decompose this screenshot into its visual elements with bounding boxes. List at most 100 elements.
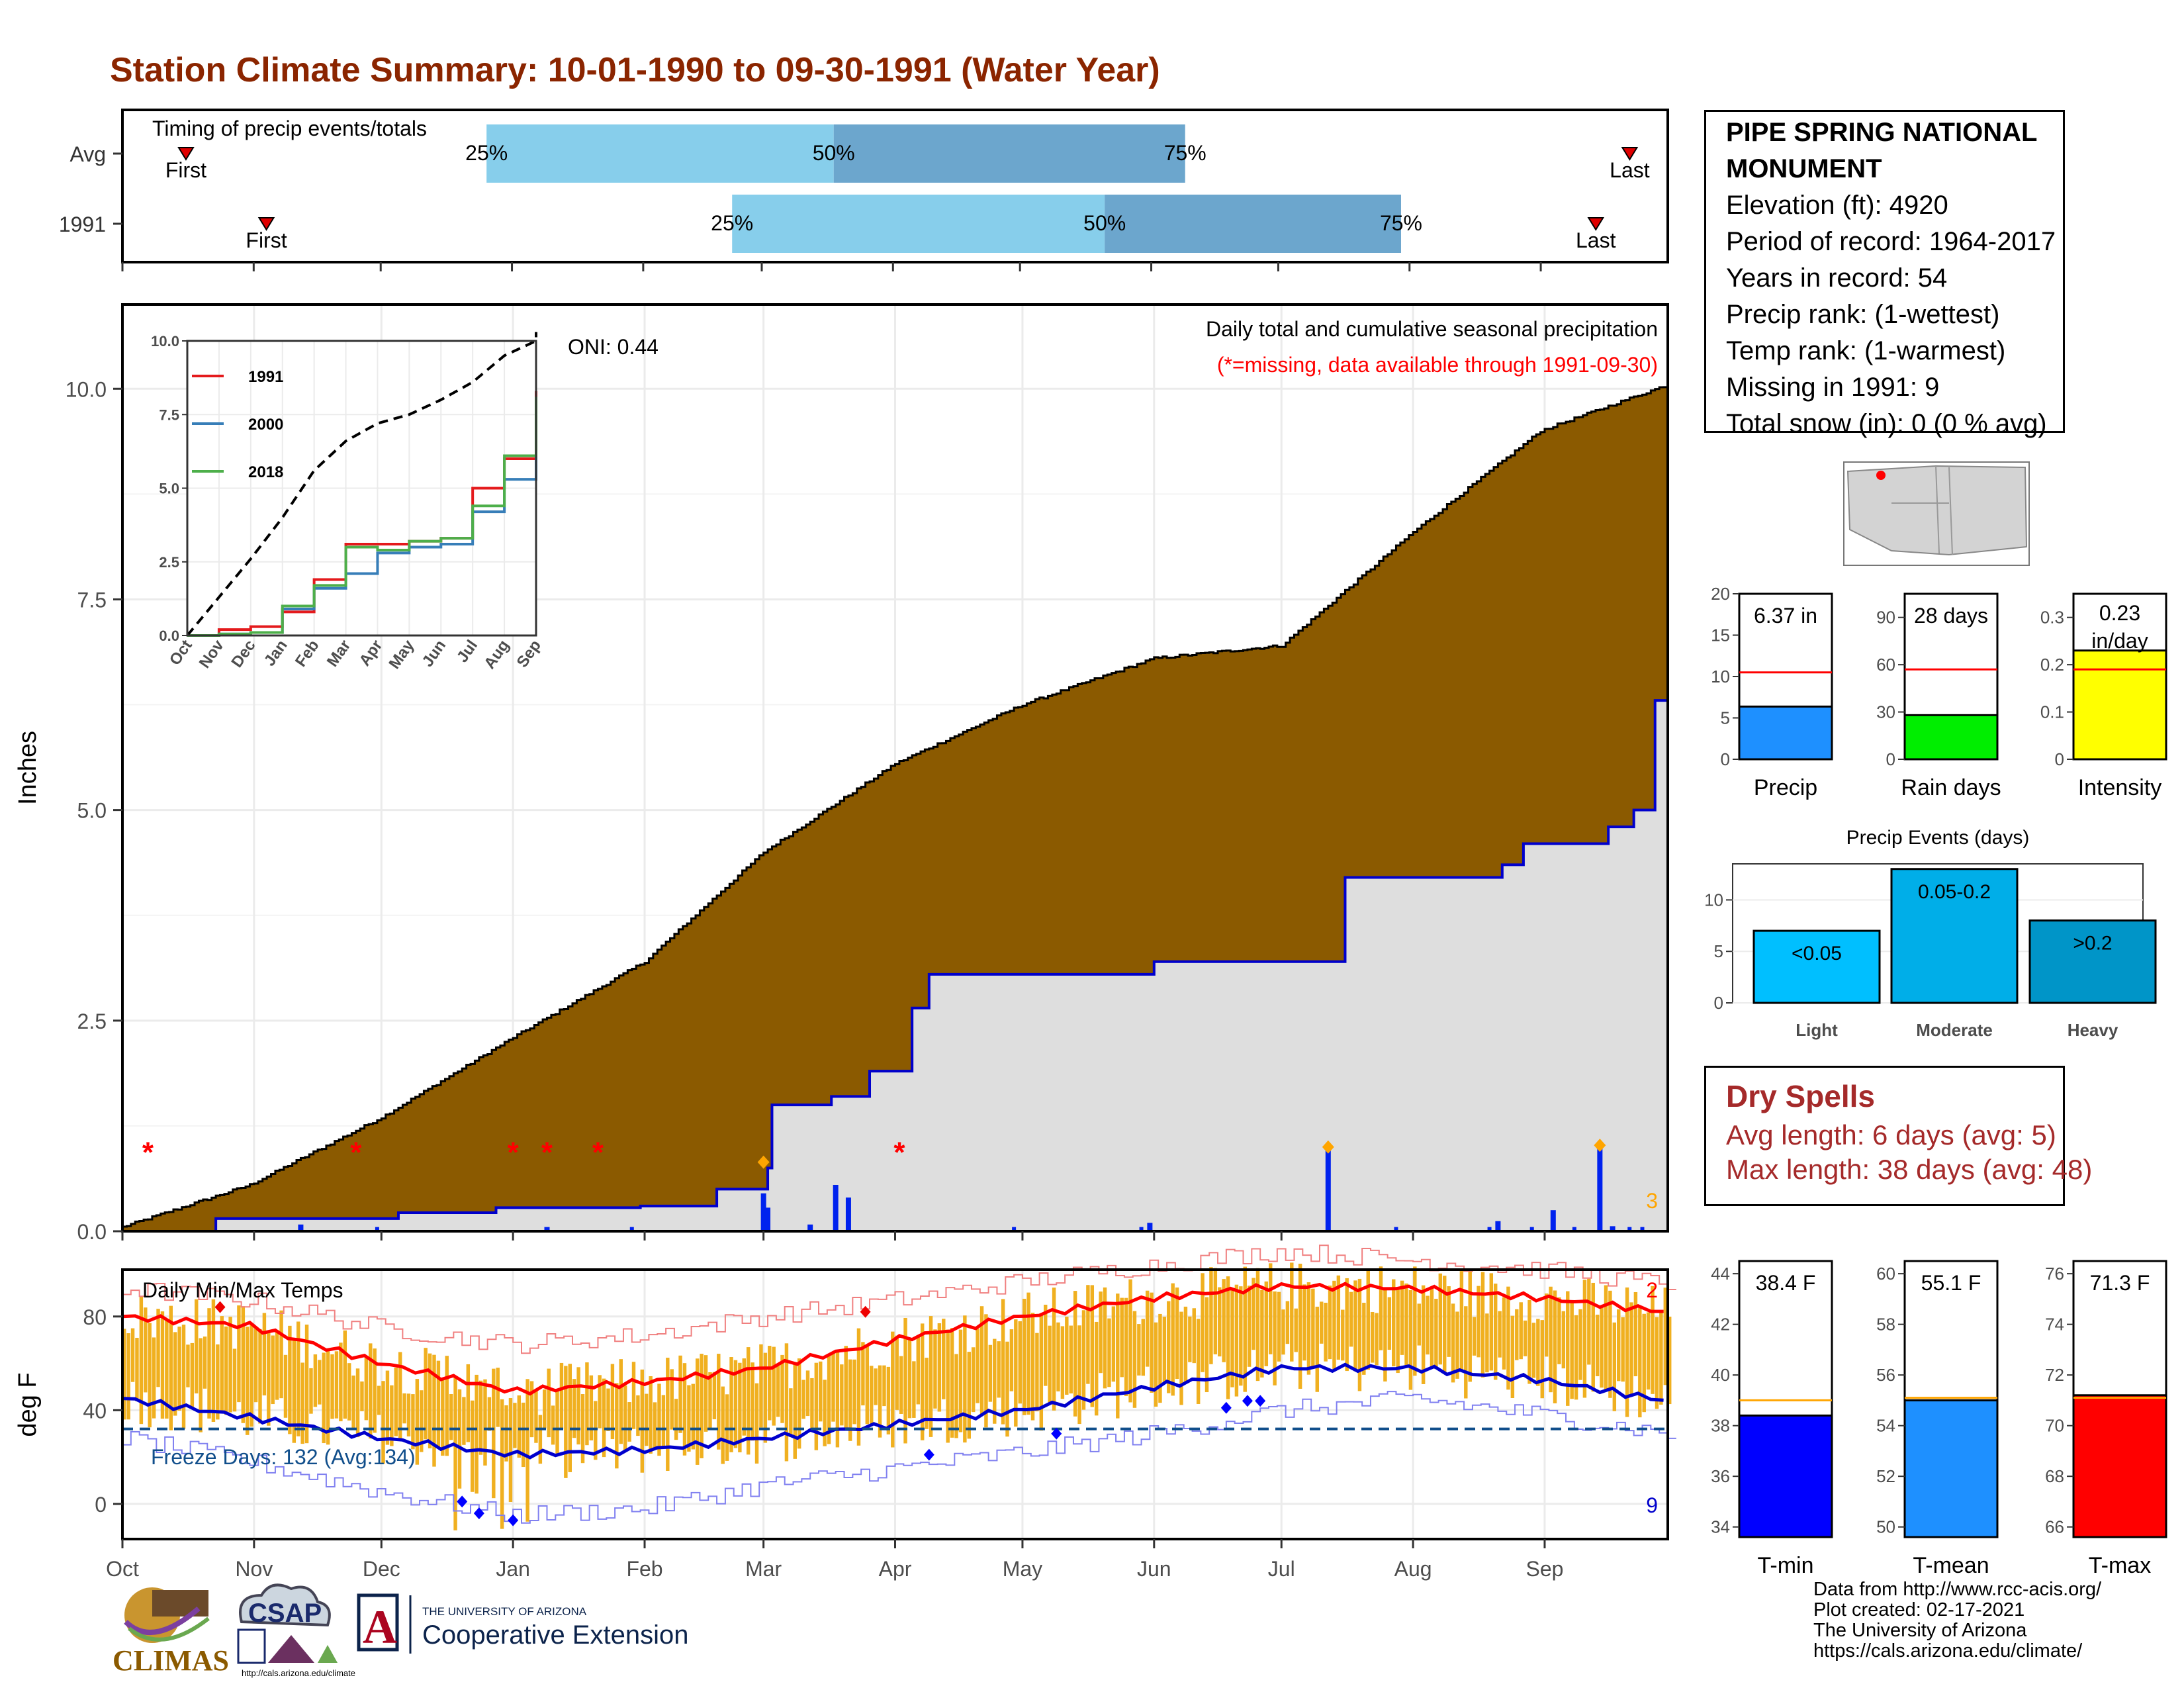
daily-temp-bar <box>848 1359 852 1441</box>
rain-days-ytick-label: 0 <box>1886 749 1895 769</box>
daily-temp-bar <box>576 1367 580 1445</box>
daily-temp-bar <box>1222 1279 1226 1362</box>
daily-temp-bar <box>253 1328 258 1403</box>
daily-temp-bar <box>1103 1287 1107 1389</box>
daily-temp-bar <box>984 1314 988 1428</box>
daily-temp-bar <box>805 1370 810 1417</box>
daily-temp-bar <box>1111 1306 1116 1382</box>
daily-temp-bar <box>250 1323 253 1427</box>
daily-temp-bar <box>793 1362 797 1459</box>
t-min-ytick-label: 44 <box>1711 1264 1730 1284</box>
temp-corner-top: 2 <box>1646 1278 1658 1302</box>
daily-temp-bar <box>670 1369 674 1430</box>
timing-row-label: 1991 <box>59 212 106 236</box>
daily-temp-bar <box>1519 1302 1523 1360</box>
credit-line: The University of Arizona <box>1813 1620 2027 1641</box>
last-marker-label: Last <box>1610 158 1650 182</box>
station-temp-rank: Temp rank: (1-warmest) <box>1726 336 2006 365</box>
daily-temp-bar <box>594 1401 598 1460</box>
record-day-marker <box>1594 1139 1606 1152</box>
ua-logo: A THE UNIVERSITY OF ARIZONA Cooperative … <box>357 1593 688 1654</box>
month-tick-label: Apr <box>879 1557 912 1581</box>
precip-events-ytick-label: 10 <box>1704 890 1723 910</box>
daily-temp-bar <box>1090 1285 1095 1407</box>
rain-days-ytick-label: 90 <box>1876 608 1895 628</box>
daily-temp-bar <box>483 1379 487 1466</box>
station-missing: Missing in 1991: 9 <box>1726 373 1940 402</box>
daily-temp-bar <box>1128 1279 1132 1403</box>
t-min-ytick-label: 38 <box>1711 1416 1730 1436</box>
daily-temp-bar <box>453 1376 457 1530</box>
daily-temp-bar <box>1035 1333 1039 1412</box>
daily-temp-bar <box>216 1344 220 1420</box>
daily-temp-bar <box>963 1315 967 1443</box>
daily-temp-bar <box>1022 1299 1026 1415</box>
daily-temp-bar <box>1506 1286 1510 1390</box>
daily-temp-bar <box>1510 1315 1515 1398</box>
daily-temp-bar <box>1544 1293 1549 1357</box>
daily-temp-bar <box>199 1338 203 1432</box>
daily-temp-bar <box>156 1309 160 1387</box>
daily-temp-bar <box>852 1359 856 1425</box>
daily-temp-bar <box>517 1395 522 1458</box>
daily-temp-bar <box>318 1360 322 1405</box>
daily-temp-bar <box>763 1352 768 1443</box>
daily-temp-bar <box>1642 1313 1646 1413</box>
daily-temp-bar <box>1515 1309 1519 1360</box>
daily-temp-bar <box>746 1347 751 1455</box>
page-title: Station Climate Summary: 10-01-1990 to 0… <box>110 51 1160 89</box>
daily-temp-bar <box>1243 1266 1247 1392</box>
daily-temp-bar <box>568 1364 572 1472</box>
precip-event-value-label: >0.2 <box>2073 933 2112 955</box>
t-min-ytick-label: 40 <box>1711 1365 1730 1385</box>
daily-temp-bar <box>1239 1286 1243 1386</box>
svg-text:CLIMAS: CLIMAS <box>113 1644 229 1677</box>
rain-days-value-label: 28 days <box>1914 604 1988 628</box>
daily-temp-bar <box>1179 1311 1183 1405</box>
last-marker-label: Last <box>1576 228 1616 252</box>
daily-temp-bar <box>742 1358 747 1436</box>
daily-temp-bar <box>415 1379 420 1465</box>
daily-precip-bar <box>807 1224 813 1231</box>
daily-temp-bar <box>704 1355 708 1432</box>
daily-temp-bar <box>1319 1301 1324 1344</box>
daily-temp-bar <box>432 1354 436 1467</box>
daily-temp-bar <box>1201 1273 1205 1372</box>
daily-temp-bar <box>682 1363 687 1456</box>
daily-temp-bar <box>1561 1311 1566 1369</box>
daily-temp-bar <box>988 1344 993 1402</box>
t-max-ytick-label: 72 <box>2045 1365 2064 1385</box>
daily-temp-bar <box>1324 1302 1328 1362</box>
daily-temp-bar <box>1595 1315 1600 1377</box>
daily-temp-bar <box>394 1368 398 1436</box>
daily-temp-bar <box>1489 1273 1494 1371</box>
daily-temp-bar <box>513 1403 517 1448</box>
daily-precip-bar <box>1487 1227 1492 1231</box>
daily-temp-bar <box>334 1351 339 1419</box>
daily-temp-bar <box>1290 1262 1294 1362</box>
daily-temp-bar <box>330 1354 334 1419</box>
daily-temp-bar <box>1014 1319 1018 1427</box>
daily-temp-bar <box>937 1323 942 1412</box>
daily-temp-bar <box>508 1398 513 1503</box>
missing-day-marker: * <box>142 1137 154 1169</box>
inset-ytick-label: 2.5 <box>159 554 179 571</box>
daily-temp-bar <box>177 1327 181 1411</box>
daily-temp-bar <box>262 1313 267 1396</box>
daily-temp-bar <box>1485 1313 1489 1373</box>
daily-temp-bar <box>195 1299 199 1393</box>
daily-temp-bar <box>1234 1284 1239 1397</box>
daily-temp-bar <box>322 1352 326 1444</box>
daily-temp-bar <box>525 1379 529 1522</box>
daily-temp-bar <box>1600 1307 1604 1388</box>
rain-days-ytick-label: 60 <box>1876 655 1895 675</box>
daily-temp-bar <box>1269 1263 1273 1354</box>
daily-temp-bar <box>606 1388 610 1431</box>
temp-panel-label: Daily Min/Max Temps <box>142 1278 343 1302</box>
daily-temp-bar <box>1400 1280 1404 1355</box>
daily-temp-bar <box>364 1358 369 1421</box>
daily-temp-bar <box>1591 1282 1595 1392</box>
average-precip-area <box>122 694 1668 1231</box>
t-mean-value-label: 55.1 F <box>1921 1271 1981 1295</box>
